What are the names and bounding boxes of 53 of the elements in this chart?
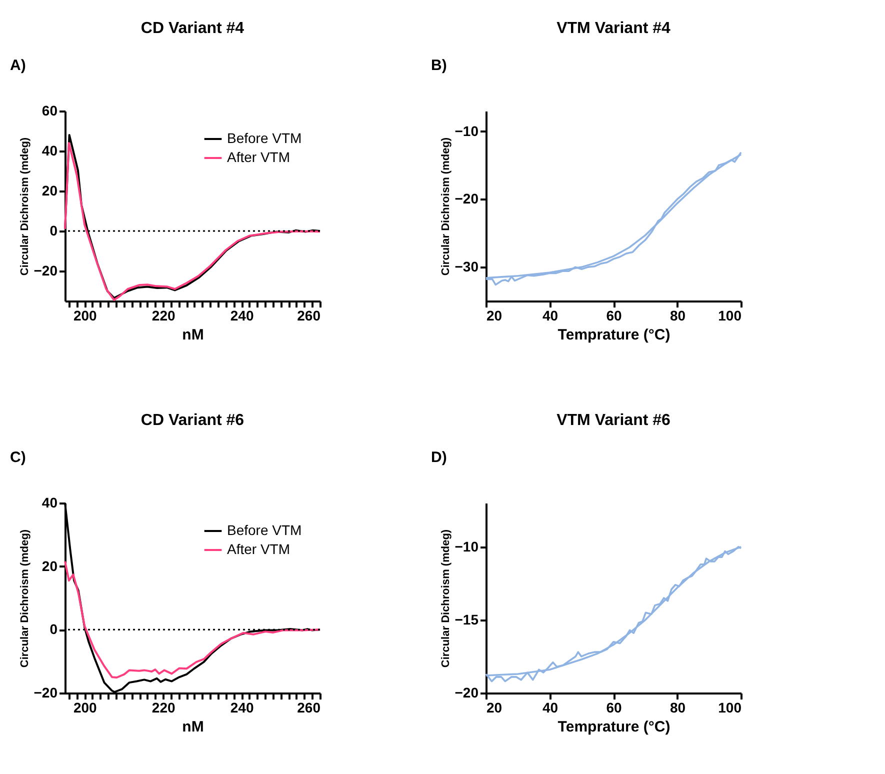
x-tick-label: 80 <box>670 308 686 324</box>
y-tick-label: 20 <box>42 558 58 574</box>
legend-label: After VTM <box>227 541 290 557</box>
y-axis-title: Circular Dichroism (mdeg) <box>18 137 31 276</box>
legend-label: After VTM <box>227 149 290 165</box>
y-tick-label: 20 <box>42 182 58 198</box>
x-tick-label: 220 <box>152 308 176 324</box>
legend-label: Before VTM <box>227 130 302 146</box>
y-axis-title: Circular Dichroism (mdeg) <box>440 137 452 276</box>
y-tick-label: −20 <box>34 262 58 278</box>
y-tick-label: 0 <box>50 621 58 638</box>
chart-title: CD Variant #6 <box>140 412 244 429</box>
x-tick-label: 60 <box>606 700 622 716</box>
x-tick-label: 100 <box>718 700 742 716</box>
x-axis-title: nM <box>182 718 204 736</box>
x-tick-label: 200 <box>73 308 98 324</box>
text: A) <box>10 57 26 74</box>
x-tick-label: 200 <box>73 700 98 716</box>
text: C) <box>10 449 26 466</box>
y-tick-label: 0 <box>50 222 58 238</box>
y-tick-label: −30 <box>454 258 479 275</box>
x-tick-label: 260 <box>297 700 321 716</box>
y-axis-title: Circular Dichroism (mdeg) <box>440 529 452 668</box>
y-tick-label: −15 <box>454 611 479 628</box>
x-tick-label: 220 <box>152 700 176 716</box>
y-tick-label: −10 <box>454 122 479 139</box>
x-tick-label: 20 <box>486 308 502 324</box>
legend-label: Before VTM <box>227 522 302 538</box>
y-tick-label: 40 <box>42 494 58 510</box>
x-axis-title: Temprature (°C) <box>558 718 670 736</box>
x-tick-label: 20 <box>486 700 502 716</box>
y-tick-label: 40 <box>42 142 58 158</box>
x-tick-label: 240 <box>230 700 254 716</box>
text: B) <box>431 57 447 74</box>
y-tick-label: −10 <box>454 538 479 554</box>
text: D) <box>431 449 447 466</box>
chart-title: VTM Variant #6 <box>556 412 671 429</box>
y-tick-label: −20 <box>34 684 58 700</box>
y-axis-title: Circular Dichroism (mdeg) <box>18 529 31 668</box>
x-tick-label: 260 <box>297 308 321 324</box>
x-tick-label: 40 <box>542 308 558 324</box>
x-tick-label: 60 <box>606 308 622 324</box>
y-tick-label: −20 <box>454 190 479 207</box>
x-axis-title: nM <box>182 326 204 344</box>
x-tick-label: 80 <box>670 700 686 716</box>
chart-title: VTM Variant #4 <box>556 20 671 37</box>
y-tick-label: 60 <box>42 102 58 118</box>
x-tick-label: 40 <box>542 700 558 716</box>
x-tick-label: 240 <box>230 308 254 324</box>
x-axis-title: Temprature (°C) <box>558 326 670 344</box>
y-tick-label: −20 <box>454 684 479 700</box>
x-tick-label: 100 <box>718 308 742 324</box>
chart-title: CD Variant #4 <box>140 20 244 37</box>
